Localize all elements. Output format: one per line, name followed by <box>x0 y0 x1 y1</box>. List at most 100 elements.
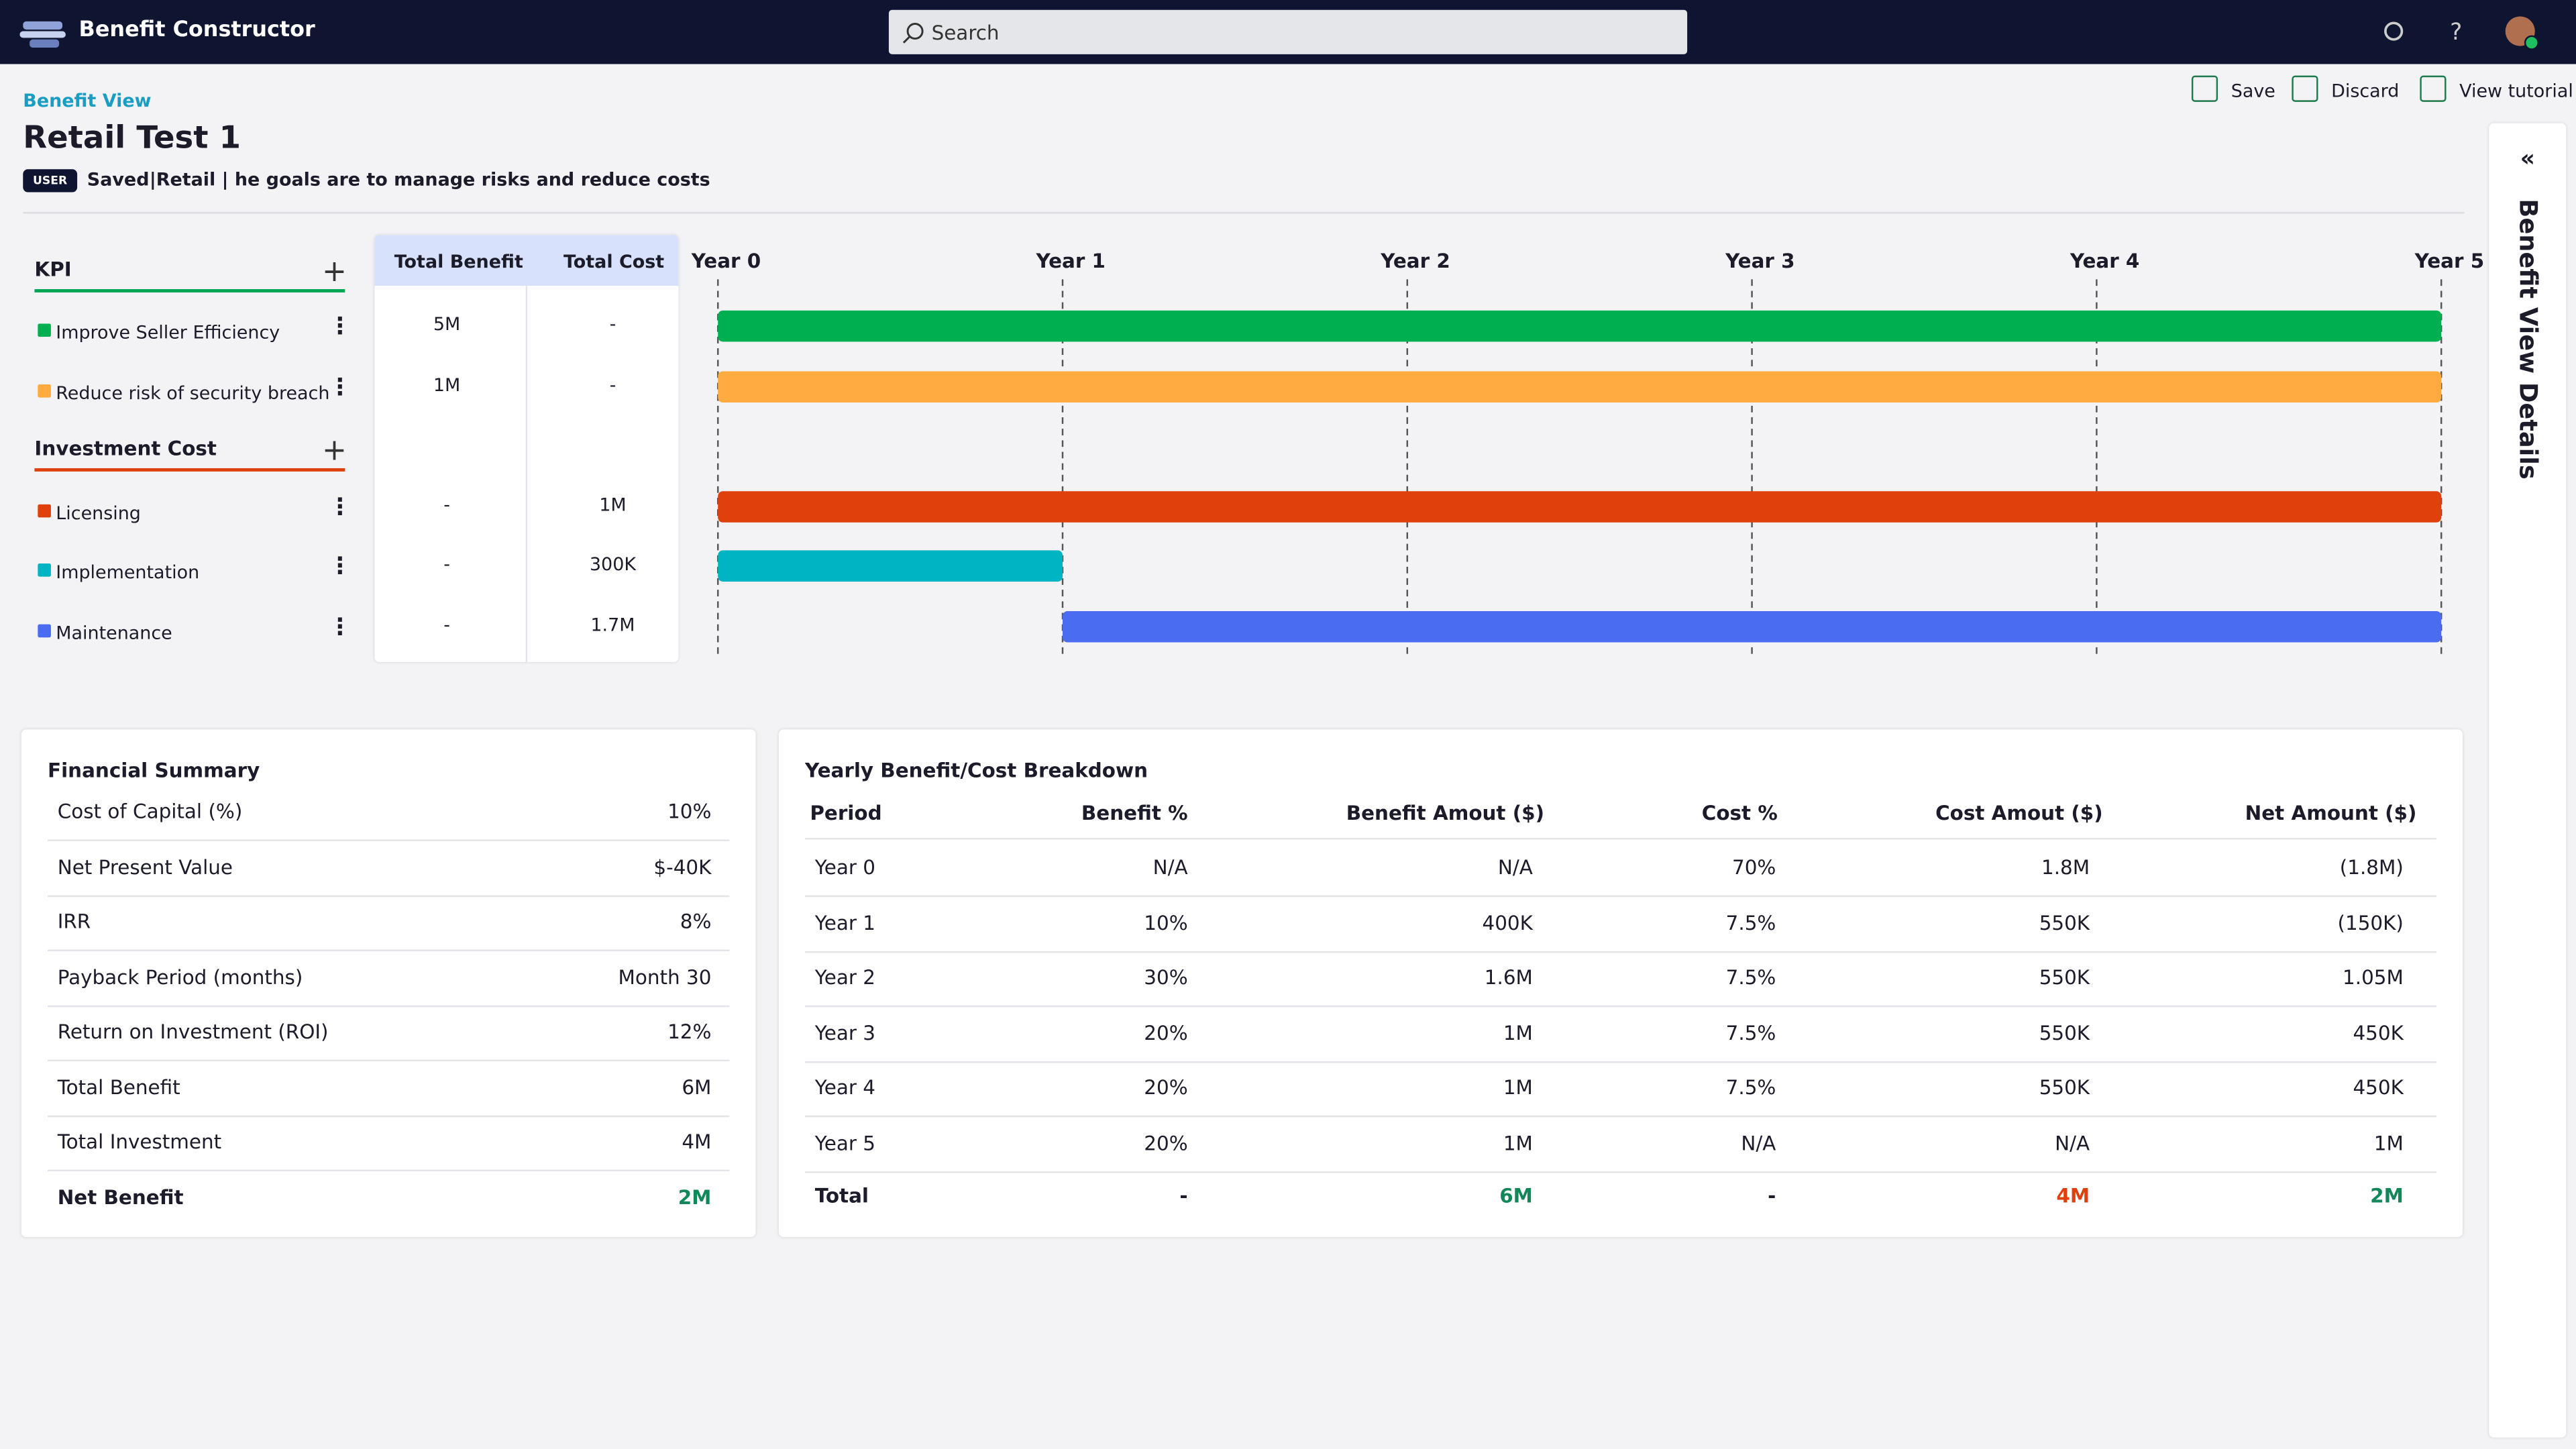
more-button[interactable]: ⋮ <box>328 374 352 401</box>
add-button[interactable]: + <box>322 433 347 468</box>
summary-value: 6M <box>682 1075 712 1099</box>
table-cell: 7.5% <box>1725 1076 1776 1099</box>
year-label: Year 3 <box>1725 250 1794 272</box>
total-cost: - <box>609 313 616 335</box>
side-panel-title: Benefit View Details <box>2513 199 2544 480</box>
total-benefit: 5M <box>433 313 461 335</box>
column-header: Cost Amout ($) <box>1935 802 2103 825</box>
divider <box>23 211 2465 214</box>
summary-label: IRR <box>57 910 91 934</box>
column-header: Benefit % <box>1081 802 1188 825</box>
action-button[interactable]: View tutorial <box>2459 80 2573 102</box>
row-divider <box>805 1170 2436 1173</box>
summary-value: 4M <box>682 1130 712 1154</box>
table-cell: N/A <box>1152 855 1188 879</box>
row-divider <box>48 949 730 951</box>
divider <box>525 286 528 662</box>
action-button[interactable]: Save <box>2231 80 2275 102</box>
year-label: Year 5 <box>2414 250 2484 272</box>
year-label: Year 1 <box>1036 250 1106 272</box>
row-divider <box>805 895 2436 898</box>
row-divider <box>805 950 2436 953</box>
legend-swatch <box>38 384 51 398</box>
total-cost: - <box>609 374 616 396</box>
summary-value: 12% <box>667 1020 712 1044</box>
table-cell: 30% <box>1144 966 1188 989</box>
summary-label: Cost of Capital (%) <box>57 800 243 823</box>
table-cell: N/A <box>1741 1131 1776 1155</box>
breadcrumb[interactable]: Benefit View <box>23 90 152 112</box>
table-cell: Year 1 <box>814 910 875 934</box>
table-cell: 1M <box>1503 1021 1533 1044</box>
row-divider <box>48 1004 730 1007</box>
search-box[interactable]: Search <box>888 9 1688 54</box>
summary-value: 10% <box>667 800 712 823</box>
timeline-bar <box>1063 611 2442 643</box>
action-icon <box>2292 75 2318 102</box>
total-benefit: - <box>443 553 450 576</box>
more-button[interactable]: ⋮ <box>328 494 352 521</box>
timeline-bar <box>718 491 2442 523</box>
table-cell: 1M <box>1503 1076 1533 1099</box>
summary-label: Net Present Value <box>57 855 233 878</box>
total-cell: - <box>1179 1184 1188 1208</box>
table-cell: 70% <box>1732 855 1776 879</box>
more-button[interactable]: ⋮ <box>328 614 352 641</box>
item-label: Reduce risk of security breach <box>56 382 330 405</box>
column-header: Cost % <box>1701 802 1778 825</box>
table-cell: 20% <box>1144 1076 1188 1099</box>
total-cost: 300K <box>589 553 637 576</box>
table-cell: 10% <box>1144 910 1188 934</box>
legend-swatch <box>38 624 51 638</box>
item-label: Implementation <box>56 561 200 584</box>
table-cell: 20% <box>1144 1021 1188 1044</box>
total-cell: Total <box>814 1184 869 1208</box>
table-cell: 450K <box>2353 1021 2404 1044</box>
search-icon <box>902 23 924 44</box>
table-cell: 450K <box>2353 1076 2404 1099</box>
year-label: Year 4 <box>2070 250 2139 272</box>
more-button[interactable]: ⋮ <box>328 553 352 580</box>
row-divider <box>48 1059 730 1062</box>
search-placeholder: Search <box>931 21 1000 45</box>
table-cell: 20% <box>1144 1131 1188 1155</box>
summary-value: 8% <box>680 910 712 934</box>
year-label: Year 0 <box>691 250 761 272</box>
totals-header <box>374 235 679 286</box>
total-cell: 4M <box>2056 1184 2090 1208</box>
item-label: Improve Seller Efficiency <box>56 322 280 343</box>
table-cell: 7.5% <box>1725 1021 1776 1044</box>
top-icons[interactable]: ? <box>2379 16 2543 56</box>
row-divider <box>48 1169 730 1172</box>
row-divider <box>48 894 730 896</box>
column-header: Total Benefit <box>394 251 523 273</box>
column-header: Benefit Amout ($) <box>1346 802 1545 825</box>
table-cell: N/A <box>1497 855 1533 879</box>
item-label: Maintenance <box>56 623 172 645</box>
timeline-bar <box>718 310 2442 342</box>
card-title: Financial Summary <box>48 759 260 782</box>
row-divider <box>805 1115 2436 1118</box>
top-bar: Benefit Constructor Search ? <box>0 0 2576 64</box>
summary-value: $-40K <box>653 855 712 878</box>
table-cell: 550K <box>2039 1021 2090 1044</box>
side-panel: « Benefit View Details <box>2489 123 2567 1438</box>
table-cell: 7.5% <box>1725 910 1776 934</box>
collapse-icon[interactable]: « <box>2520 146 2535 173</box>
app-title: Benefit Constructor <box>78 17 315 43</box>
summary-value: 2M <box>678 1185 712 1209</box>
add-button[interactable]: + <box>322 254 347 290</box>
table-cell: N/A <box>2055 1131 2090 1155</box>
table-cell: 400K <box>1482 910 1533 934</box>
summary-label: Net Benefit <box>57 1185 184 1209</box>
summary-value: Month 30 <box>618 965 712 989</box>
timeline-bar <box>718 371 2442 403</box>
table-cell: Year 3 <box>814 1021 875 1044</box>
row-divider <box>805 1005 2436 1008</box>
total-cell: - <box>1768 1184 1776 1208</box>
more-button[interactable]: ⋮ <box>328 313 352 340</box>
action-button[interactable]: Discard <box>2331 80 2400 102</box>
svg-text:?: ? <box>2450 19 2462 46</box>
row-divider <box>48 1114 730 1117</box>
